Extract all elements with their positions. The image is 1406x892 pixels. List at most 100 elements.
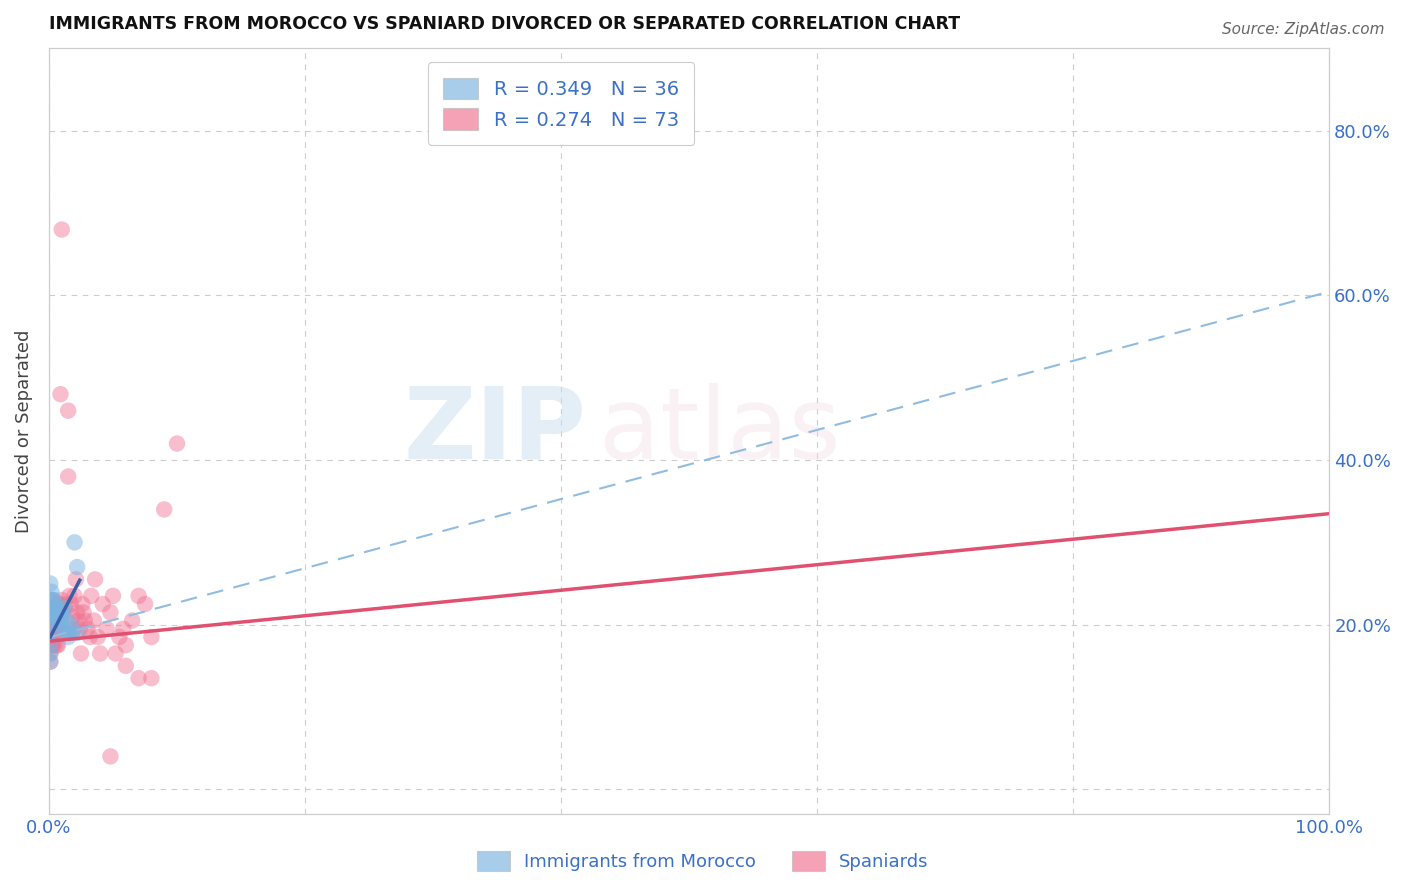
Point [55, 614, 77, 628]
Point [51, 222, 73, 236]
Point [65, 573, 87, 587]
Point [39, 655, 62, 669]
Point [141, 630, 163, 644]
Point [39, 609, 62, 624]
Point [39, 576, 62, 591]
Point [51, 609, 73, 624]
Point [46, 597, 69, 611]
Point [70, 647, 93, 661]
Point [44, 605, 66, 619]
Point [45, 601, 67, 615]
Point [100, 749, 122, 764]
Point [39, 647, 62, 661]
Point [56, 469, 79, 483]
Text: atlas: atlas [599, 383, 841, 480]
Point [67, 614, 90, 628]
Point [73, 614, 96, 628]
Point [63, 535, 86, 549]
Point [42, 593, 65, 607]
Point [39, 655, 62, 669]
Point [114, 638, 136, 652]
Point [41, 638, 63, 652]
Point [53, 626, 76, 640]
Point [72, 605, 94, 619]
Point [56, 403, 79, 417]
Point [89, 647, 111, 661]
Point [45, 609, 67, 624]
Legend: R = 0.349   N = 36, R = 0.274   N = 73: R = 0.349 N = 36, R = 0.274 N = 73 [427, 62, 695, 145]
Y-axis label: Divorced or Separated: Divorced or Separated [15, 329, 32, 533]
Point [56, 630, 79, 644]
Point [128, 589, 150, 603]
Point [56, 626, 79, 640]
Point [42, 609, 65, 624]
Point [41, 601, 63, 615]
Point [39, 626, 62, 640]
Point [39, 638, 62, 652]
Point [41, 593, 63, 607]
Point [42, 593, 65, 607]
Text: Source: ZipAtlas.com: Source: ZipAtlas.com [1222, 22, 1385, 37]
Point [39, 593, 62, 607]
Text: ZIP: ZIP [404, 383, 586, 480]
Point [42, 609, 65, 624]
Point [39, 638, 62, 652]
Point [49, 605, 72, 619]
Point [104, 647, 127, 661]
Point [108, 630, 131, 644]
Point [44, 605, 66, 619]
Point [56, 626, 79, 640]
Point [72, 597, 94, 611]
Point [86, 630, 108, 644]
Point [46, 638, 69, 652]
Point [80, 589, 103, 603]
Point [69, 622, 91, 636]
Point [59, 617, 82, 632]
Point [55, 597, 77, 611]
Point [45, 617, 67, 632]
Point [76, 622, 98, 636]
Point [45, 605, 67, 619]
Point [45, 638, 67, 652]
Point [48, 626, 70, 640]
Point [91, 597, 114, 611]
Point [66, 626, 89, 640]
Legend: Immigrants from Morocco, Spaniards: Immigrants from Morocco, Spaniards [470, 844, 936, 879]
Point [39, 605, 62, 619]
Point [42, 622, 65, 636]
Point [84, 573, 107, 587]
Point [39, 622, 62, 636]
Point [58, 626, 80, 640]
Point [42, 638, 65, 652]
Point [42, 614, 65, 628]
Point [141, 671, 163, 685]
Point [44, 617, 66, 632]
Point [42, 638, 65, 652]
Point [60, 609, 83, 624]
Point [41, 584, 63, 599]
Point [49, 617, 72, 632]
Point [44, 601, 66, 615]
Point [100, 605, 122, 619]
Point [48, 605, 70, 619]
Point [46, 605, 69, 619]
Point [83, 614, 105, 628]
Point [66, 560, 89, 574]
Point [49, 387, 72, 401]
Point [41, 617, 63, 632]
Point [114, 658, 136, 673]
Point [112, 622, 135, 636]
Point [46, 609, 69, 624]
Point [48, 617, 70, 632]
Point [96, 622, 118, 636]
Point [46, 609, 69, 624]
Point [153, 502, 176, 516]
Point [52, 601, 75, 615]
Point [128, 671, 150, 685]
Text: IMMIGRANTS FROM MOROCCO VS SPANIARD DIVORCED OR SEPARATED CORRELATION CHART: IMMIGRANTS FROM MOROCCO VS SPANIARD DIVO… [49, 15, 960, 33]
Point [51, 593, 73, 607]
Point [52, 605, 75, 619]
Point [134, 597, 156, 611]
Point [48, 597, 70, 611]
Point [60, 626, 83, 640]
